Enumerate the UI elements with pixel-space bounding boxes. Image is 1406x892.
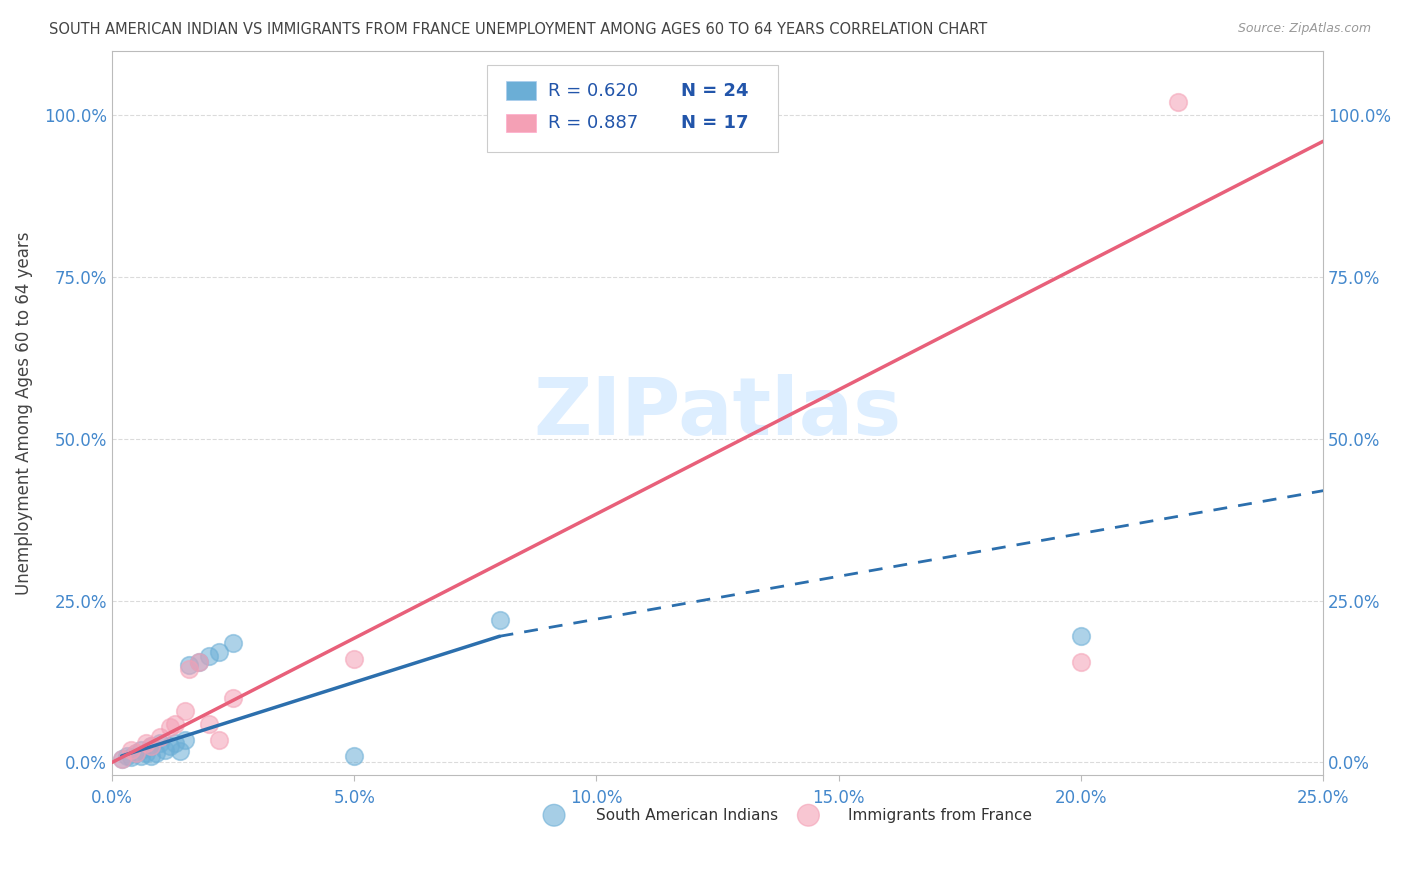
Point [173,704,195,718]
Point [155,742,177,756]
Point [135,736,157,750]
Point [139,739,162,754]
Text: Immigrants from France: Immigrants from France [848,808,1032,822]
Point [163,736,186,750]
Point [179,662,201,676]
Point [139,749,162,764]
Point [222,636,245,650]
Text: R = 0.620: R = 0.620 [548,81,638,100]
Text: Source: ZipAtlas.com: Source: ZipAtlas.com [1237,22,1371,36]
Point [198,648,221,663]
Point [125,746,148,760]
FancyBboxPatch shape [506,114,536,132]
Text: South American Indians: South American Indians [596,808,779,822]
Point [111,752,134,766]
Point [488,613,510,627]
Point [149,730,172,744]
Point [188,655,211,669]
Point [159,720,181,734]
Ellipse shape [797,805,820,826]
Point [173,732,195,747]
Point [1070,655,1092,669]
Point [198,716,221,731]
Y-axis label: Unemployment Among Ages 60 to 64 years: Unemployment Among Ages 60 to 64 years [15,231,32,595]
FancyBboxPatch shape [488,65,778,153]
Point [207,732,229,747]
Point [163,716,186,731]
Point [135,746,157,760]
Point [169,744,191,758]
Text: R = 0.887: R = 0.887 [548,114,638,132]
Point [207,645,229,659]
Point [1070,629,1092,643]
Point [222,690,245,705]
Point [111,752,134,766]
Text: SOUTH AMERICAN INDIAN VS IMMIGRANTS FROM FRANCE UNEMPLOYMENT AMONG AGES 60 TO 64: SOUTH AMERICAN INDIAN VS IMMIGRANTS FROM… [49,22,987,37]
Point [343,652,366,666]
FancyBboxPatch shape [506,81,536,100]
Text: N = 24: N = 24 [682,81,749,100]
Ellipse shape [543,805,565,826]
Text: ZIPatlas: ZIPatlas [533,374,901,452]
Point [129,742,152,756]
Point [145,746,167,760]
Point [1167,95,1189,110]
Point [149,736,172,750]
Point [129,749,152,764]
Point [139,739,162,754]
Point [120,742,142,756]
Point [115,749,138,764]
Point [120,750,142,764]
Point [188,655,211,669]
Point [179,658,201,673]
Text: N = 17: N = 17 [682,114,749,132]
Point [343,749,366,764]
Point [125,746,148,760]
Point [159,739,181,754]
